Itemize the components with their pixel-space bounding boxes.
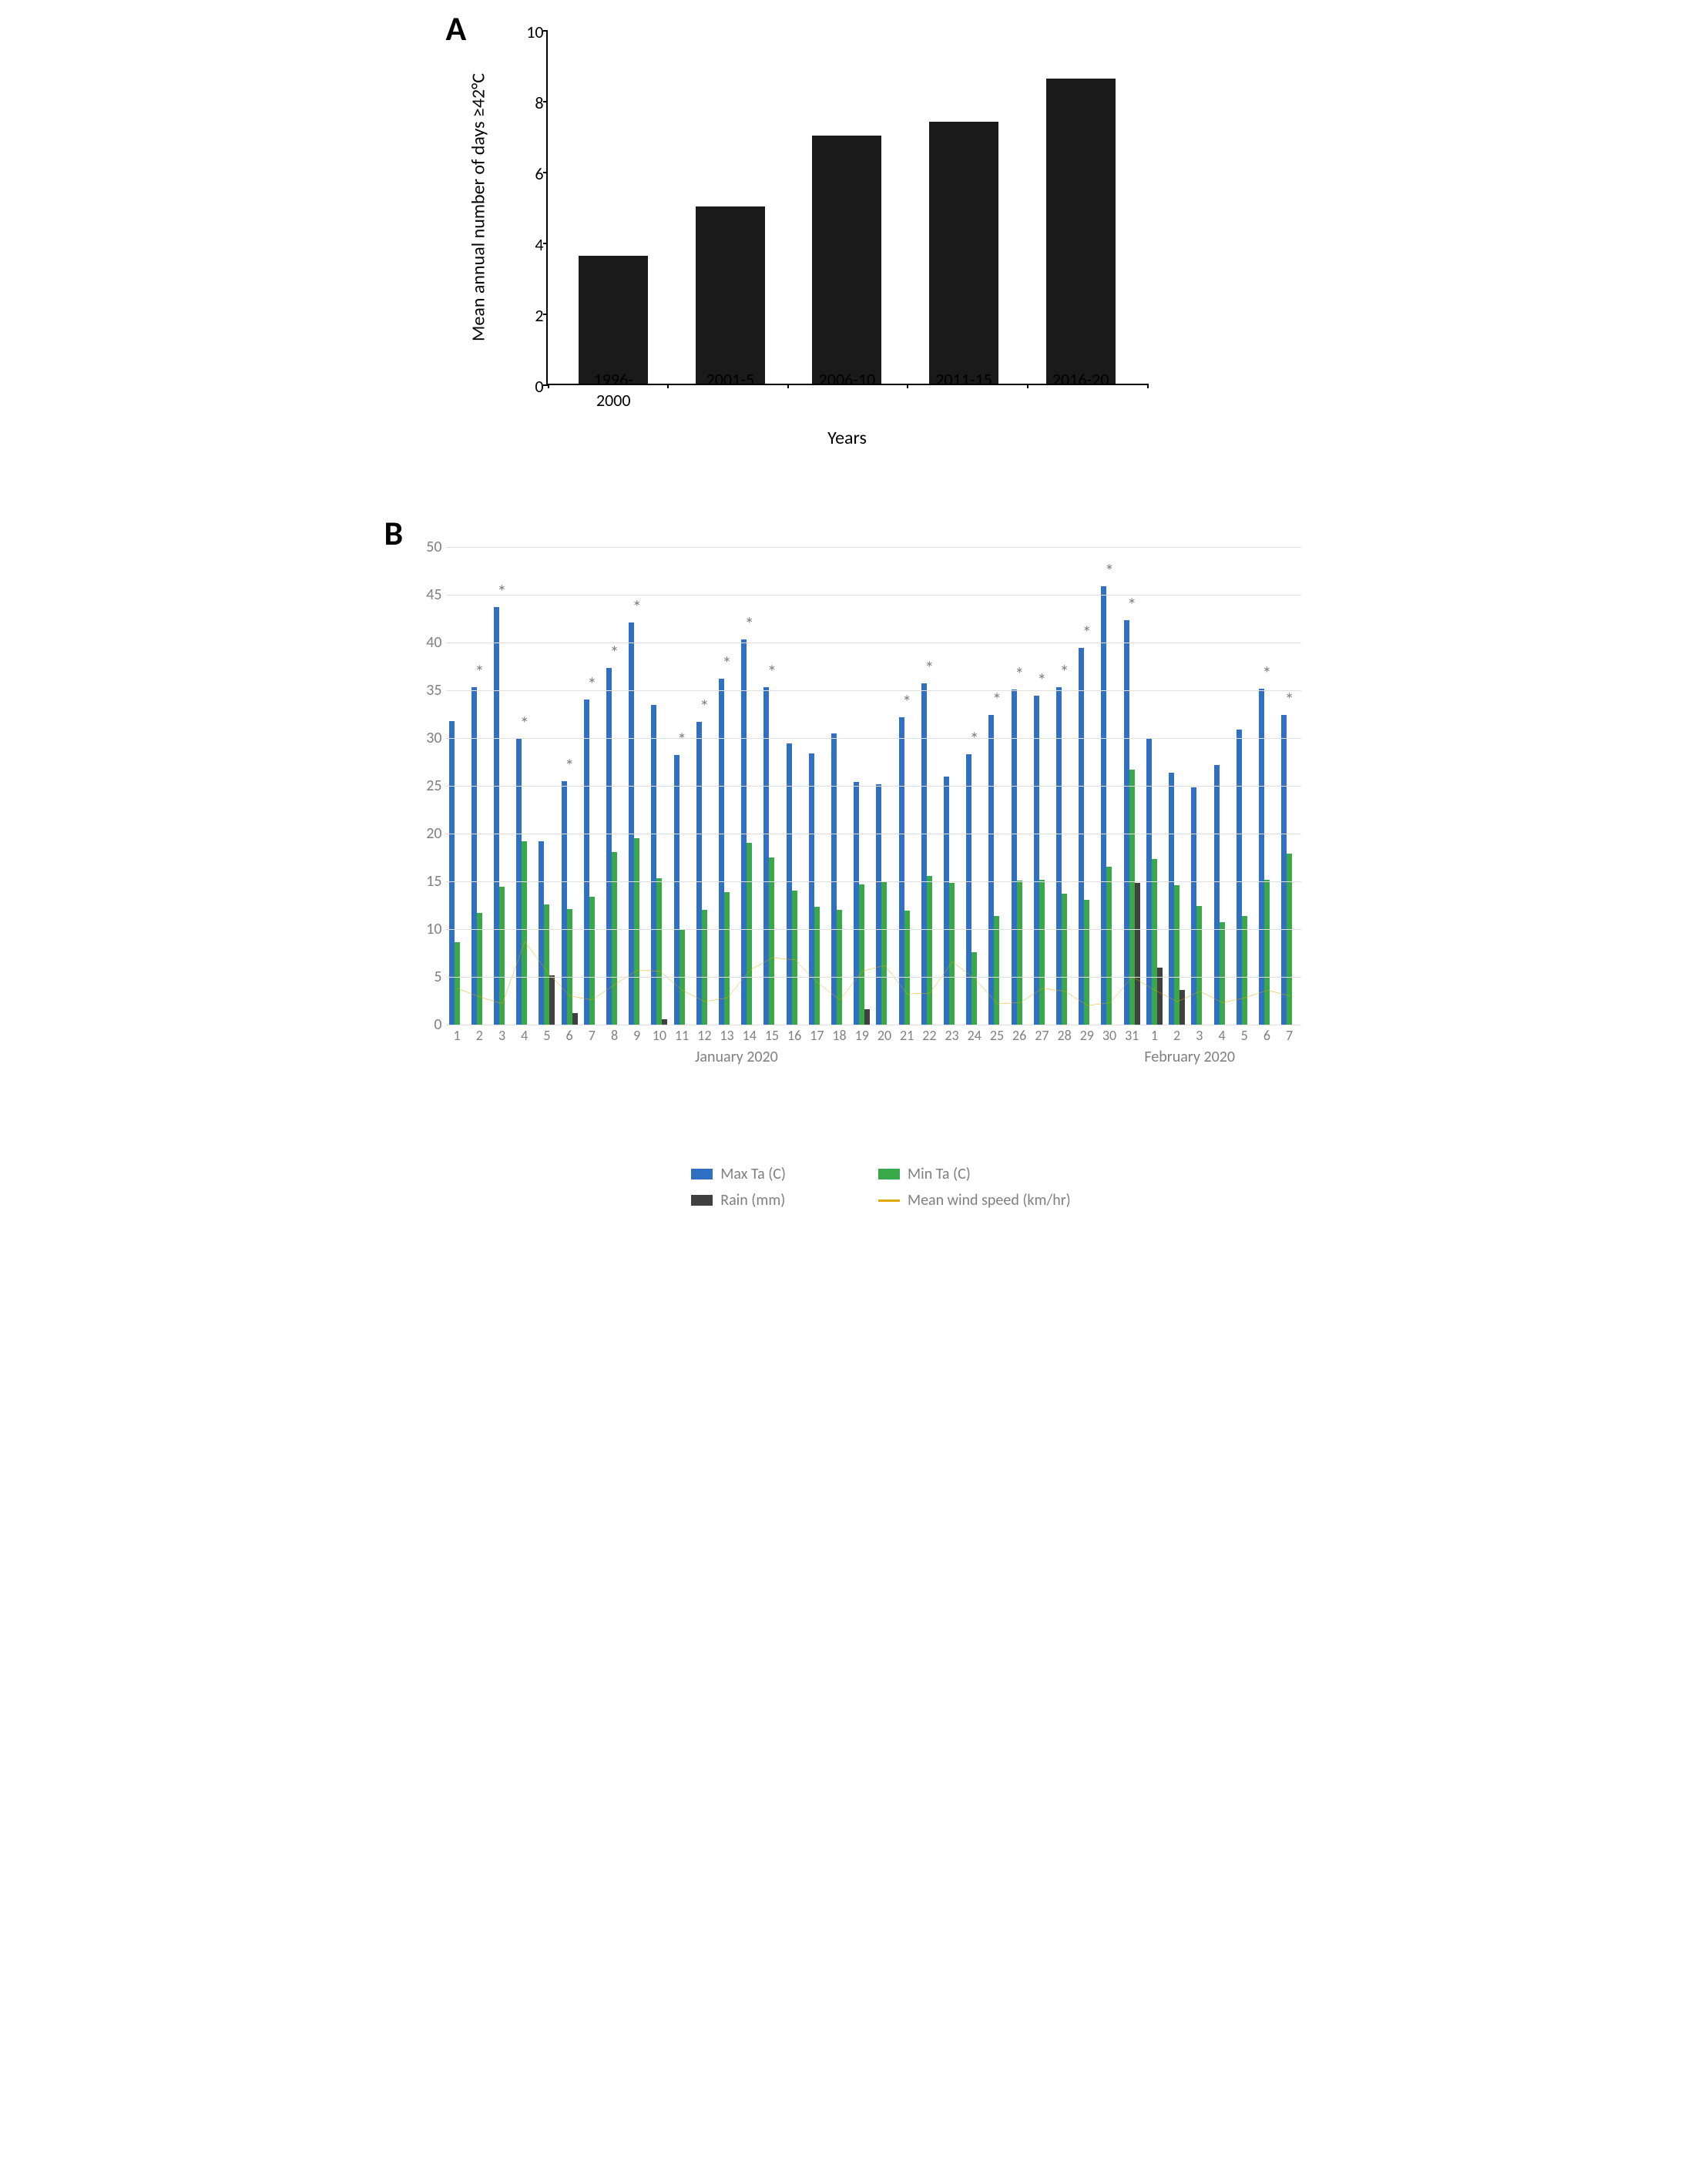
month-label: January 2020 (695, 1048, 778, 1066)
x-axis-title-a: Years (548, 427, 1147, 449)
y-tick-label-b: 10 (415, 920, 442, 938)
x-tick-label-b: 30 (1098, 1027, 1120, 1044)
x-tick-label-b: 13 (716, 1027, 738, 1044)
legend-col-left: Max Ta (C) Rain (mm) (691, 1165, 786, 1210)
y-tick-label-b: 30 (415, 729, 442, 747)
y-tick-label-b: 50 (415, 538, 442, 556)
legend-max: Max Ta (C) (691, 1165, 786, 1183)
y-tick-label-a: 10 (509, 22, 544, 42)
y-tick-label-a: 4 (509, 234, 544, 255)
x-tick-label-b: 6 (1256, 1027, 1278, 1044)
chart-b-plot: ************************ 051015202530354… (446, 547, 1301, 1071)
y-axis-title-a: Mean annual number of days ≥42°C (467, 73, 489, 341)
x-tick-label-b: 20 (873, 1027, 895, 1044)
x-tick-label-b: 19 (851, 1027, 873, 1044)
x-tick-label-b: 3 (1188, 1027, 1210, 1044)
x-tick-label-b: 25 (985, 1027, 1008, 1044)
x-tick-label-b: 31 (1121, 1027, 1143, 1044)
legend-col-right: Min Ta (C) Mean wind speed (km/hr) (878, 1165, 1071, 1210)
x-tick-label-a: 2006-10 (812, 369, 881, 411)
y-tick-label-b: 35 (415, 681, 442, 700)
panel-b: B ************************ 0510152025303… (392, 524, 1317, 1217)
panel-a-label: A (446, 8, 467, 49)
bar-a (579, 256, 648, 384)
legend-min: Min Ta (C) (878, 1165, 1071, 1183)
x-tick-label-b: 5 (535, 1027, 558, 1044)
y-tick-label-b: 5 (415, 968, 442, 986)
panel-a: A Mean annual number of days ≥42°C 1996-… (485, 15, 1178, 478)
x-tick-label-b: 10 (648, 1027, 670, 1044)
y-tick-label-b: 15 (415, 872, 442, 891)
x-labels-a: 1996-2000 2001-5 2006-10 2011-15 2016-20 (548, 369, 1147, 411)
month-labels-b: January 2020 February 2020 (446, 1048, 1301, 1071)
panel-b-label: B (384, 512, 404, 554)
y-tick-label-b: 25 (415, 777, 442, 795)
legend-rain: Rain (mm) (691, 1191, 786, 1210)
x-tick-label-b: 22 (918, 1027, 941, 1044)
x-tick-label-b: 8 (603, 1027, 626, 1044)
x-tick-label-b: 7 (1278, 1027, 1300, 1044)
bar-a (929, 122, 998, 384)
x-tick-label-b: 14 (738, 1027, 760, 1044)
x-tick-label-b: 29 (1075, 1027, 1098, 1044)
bars-container-a (548, 31, 1147, 384)
x-tick-label-b: 24 (963, 1027, 985, 1044)
y-tick-label-b: 20 (415, 824, 442, 843)
x-tick-label-a: 2011-15 (929, 369, 998, 411)
x-tick-label-b: 6 (559, 1027, 581, 1044)
y-tick-label-b: 0 (415, 1015, 442, 1034)
x-tick-label-b: 11 (671, 1027, 693, 1044)
plot-area-b: ************************ 051015202530354… (446, 547, 1301, 1025)
x-tick-label-b: 16 (784, 1027, 806, 1044)
x-tick-label-b: 1 (1143, 1027, 1166, 1044)
month-label: February 2020 (1144, 1048, 1235, 1066)
x-tick-label-b: 28 (1053, 1027, 1075, 1044)
y-tick-label-b: 45 (415, 586, 442, 604)
x-tick-label-b: 21 (896, 1027, 918, 1044)
x-tick-label-b: 3 (491, 1027, 513, 1044)
x-tick-label-b: 26 (1008, 1027, 1031, 1044)
bar-a (1046, 79, 1116, 384)
y-tick-label-b: 40 (415, 633, 442, 652)
x-tick-label-b: 4 (513, 1027, 535, 1044)
x-tick-label-b: 2 (468, 1027, 491, 1044)
x-tick-label-a: 1996-2000 (579, 369, 648, 411)
x-tick-label-b: 12 (693, 1027, 716, 1044)
chart-a-plot: Mean annual number of days ≥42°C 1996-20… (546, 31, 1147, 385)
x-tick-label-a: 2001-5 (696, 369, 765, 411)
x-tick-label-b: 18 (828, 1027, 851, 1044)
y-tick-label-a: 0 (509, 376, 544, 397)
figure-root: A Mean annual number of days ≥42°C 1996-… (392, 15, 1317, 1217)
x-tick-label-b: 23 (941, 1027, 963, 1044)
wind-line (457, 941, 1290, 1005)
legend-b: Max Ta (C) Rain (mm) Min Ta (C) Mean win… (446, 1165, 1317, 1210)
x-tick-label-b: 2 (1166, 1027, 1188, 1044)
x-tick-label-b: 9 (626, 1027, 648, 1044)
y-tick-label-a: 8 (509, 92, 544, 113)
y-tick-label-a: 6 (509, 163, 544, 184)
bar-a (696, 206, 765, 384)
x-tick-label-a: 2016-20 (1046, 369, 1116, 411)
y-tick-label-a: 2 (509, 305, 544, 326)
x-tick-label-b: 4 (1210, 1027, 1233, 1044)
x-labels-b: 1234567891011121314151617181920212223242… (446, 1027, 1301, 1044)
legend-wind: Mean wind speed (km/hr) (878, 1191, 1071, 1210)
x-tick-label-b: 15 (760, 1027, 783, 1044)
x-tick-label-b: 1 (446, 1027, 468, 1044)
x-tick-label-b: 17 (806, 1027, 828, 1044)
x-tick-label-b: 7 (581, 1027, 603, 1044)
bar-a (812, 136, 881, 384)
x-tick-label-b: 27 (1031, 1027, 1053, 1044)
x-tick-label-b: 5 (1233, 1027, 1256, 1044)
